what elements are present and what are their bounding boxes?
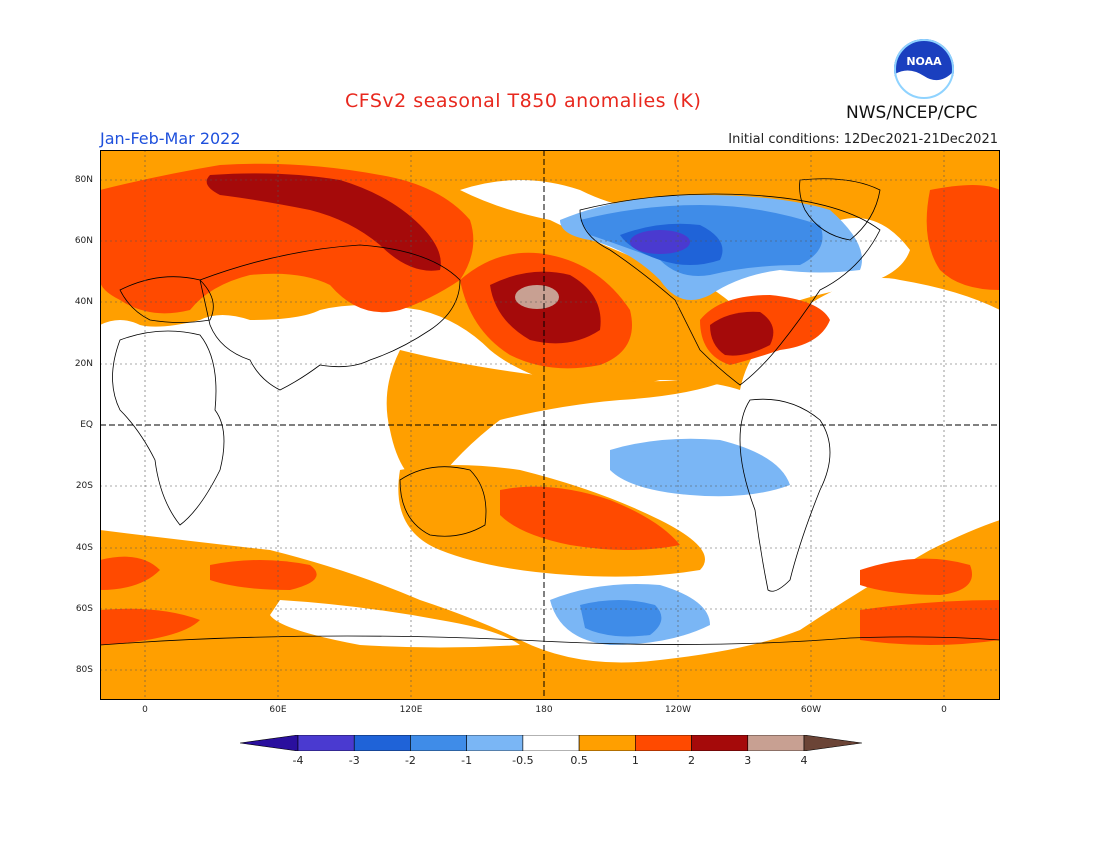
lat-label-80s: 80S — [75, 665, 93, 675]
colorbar-label: -0.5 — [512, 754, 534, 767]
anomaly-region-south-red-mid — [210, 560, 317, 590]
agency-label: NWS/NCEP/CPC — [846, 103, 978, 123]
lon-label-60w: 60W — [800, 705, 822, 715]
logo-text: NOAA — [906, 55, 942, 68]
noaa-logo: NOAA — [893, 38, 955, 101]
colorbar-segment — [578, 734, 636, 752]
anomaly-region-south-red-west — [100, 556, 160, 590]
colorbar-label: -3 — [348, 754, 360, 767]
lat-label-60s: 60S — [75, 604, 93, 614]
coastlines — [100, 178, 1000, 646]
anomaly-region-tropical-cool — [610, 438, 790, 497]
colorbar-segment-min — [239, 734, 299, 752]
colorbar-label: -2 — [404, 754, 416, 767]
lon-label-0-west: 0 — [142, 705, 148, 715]
colorbar-label: -4 — [292, 754, 304, 767]
colorbar — [239, 734, 863, 752]
lat-label-eq: EQ — [80, 420, 93, 430]
anomaly-map — [100, 150, 1000, 700]
lat-label-20n: 20N — [74, 359, 93, 369]
lon-label-0-east: 0 — [941, 705, 947, 715]
anomaly-region-npac-peak — [515, 285, 559, 309]
reference-lines — [100, 150, 1000, 700]
colorbar-label: 1 — [631, 754, 639, 767]
colorbar-segment — [522, 734, 580, 752]
colorbar-segment — [466, 734, 524, 752]
anomaly-region-south-white-gap — [270, 600, 520, 648]
colorbar-label: 4 — [800, 754, 808, 767]
season-label: Jan-Feb-Mar 2022 — [100, 129, 241, 148]
colorbar-segment — [297, 734, 355, 752]
anomaly-region-eurasia-darkred — [206, 173, 441, 271]
lon-label-60e: 60E — [269, 705, 287, 715]
lat-label-20s: 20S — [75, 481, 93, 491]
anomaly-region-east-red — [926, 185, 1000, 290]
anomaly-region-seusa-darkred — [710, 311, 774, 356]
map-title: CFSv2 seasonal T850 anomalies (K) — [345, 90, 702, 112]
anomaly-region-spac-red — [500, 486, 680, 550]
colorbar-segment — [410, 734, 467, 752]
anomaly-region-south-band-orange — [100, 520, 1000, 700]
lat-label-40s: 40S — [75, 543, 93, 553]
anomaly-region-tropical-orange — [386, 350, 740, 490]
colorbar-segment-max — [803, 734, 863, 752]
colorbar-label: 2 — [688, 754, 696, 767]
colorbar-segment — [747, 734, 805, 752]
colorbar-segment — [635, 734, 692, 752]
lon-label-120e: 120E — [399, 705, 423, 715]
anomaly-region-south-red-right — [860, 600, 1000, 645]
colorbar-label: 0.5 — [570, 754, 588, 767]
colorbar-segment — [691, 734, 749, 752]
anomaly-region-south-red-far — [100, 608, 200, 645]
map-frame — [100, 150, 1000, 700]
lat-label-60n: 60N — [74, 236, 93, 246]
lat-label-80n: 80N — [74, 175, 93, 185]
lat-label-40n: 40N — [74, 297, 93, 307]
colorbar-segment — [353, 734, 411, 752]
initial-conditions-label: Initial conditions: 12Dec2021-21Dec2021 — [728, 132, 998, 147]
anomaly-region-canada-core — [630, 230, 690, 254]
lon-label-120w: 120W — [664, 705, 692, 715]
lon-label-180: 180 — [535, 705, 553, 715]
colorbar-label: -1 — [461, 754, 473, 767]
colorbar-label: 3 — [744, 754, 752, 767]
